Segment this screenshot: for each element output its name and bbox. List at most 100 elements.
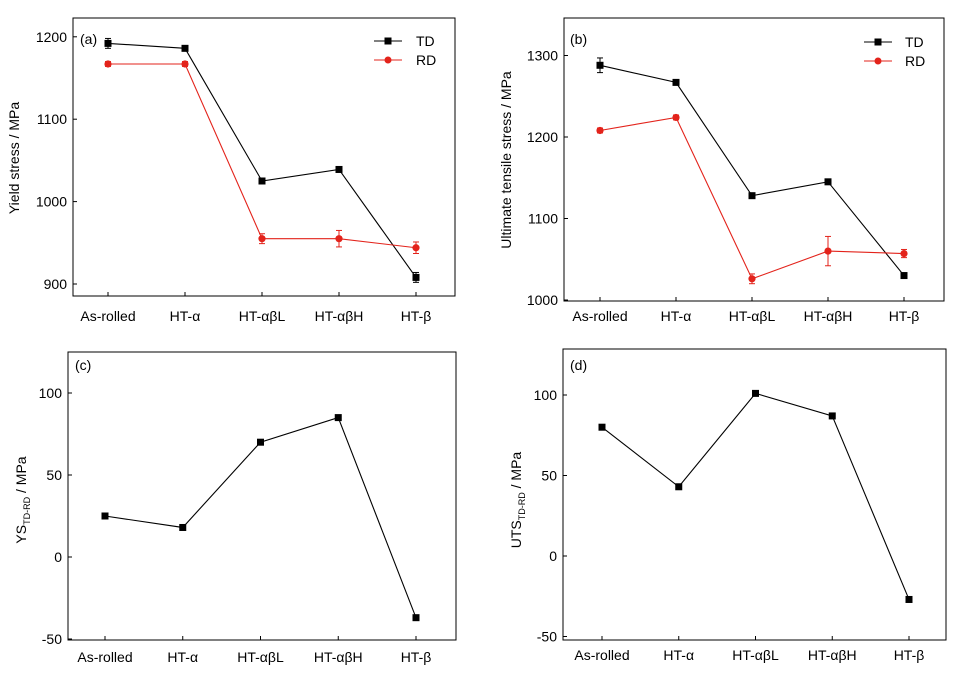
x-tick-label: As-rolled [77, 649, 132, 665]
data-point [598, 423, 606, 431]
data-marks [596, 57, 908, 285]
legend-label-rd: RD [905, 53, 925, 69]
series-line-td [599, 64, 905, 276]
y-tick-label: 50 [541, 468, 557, 484]
x-tick-label: HT-αβL [732, 647, 779, 663]
x-tick-label: HT-β [401, 308, 432, 324]
plot-frame [562, 348, 947, 641]
y-tick-label: 100 [534, 387, 558, 403]
data-point [412, 244, 420, 252]
y-axis-label: YSTD-RD / MPa [13, 456, 32, 543]
series-line-diff [601, 392, 910, 600]
data-marks [101, 414, 420, 622]
y-axis-label-subscript: TD-RD [22, 496, 32, 524]
data-point [335, 235, 343, 243]
x-categories: As-rolled HT-α HT-αβL HT-αβH HT-β [574, 636, 924, 663]
x-tick-label: As-rolled [572, 308, 627, 324]
x-categories: As-rolled HT-α HT-αβL HT-αβH HT-β [572, 297, 919, 324]
x-tick-label: As-rolled [80, 308, 135, 324]
y-tick-label: 1200 [36, 29, 67, 45]
data-point [181, 60, 189, 68]
data-point [334, 414, 342, 422]
panel-a: (a) Yield stress / MPa TD RD 900 1000 1100… [6, 17, 456, 324]
data-point [828, 412, 836, 420]
data-point [596, 126, 604, 135]
plot-frame [72, 17, 456, 297]
data-point [101, 512, 109, 520]
x-categories: As-rolled HT-α HT-αβL HT-αβH HT-β [77, 636, 431, 665]
y-axis-label: UTSTD-RD / MPa [508, 452, 527, 549]
data-point [900, 272, 908, 280]
y-tick-label: 50 [46, 467, 62, 483]
data-point [905, 595, 913, 603]
legend-marker-rd [874, 57, 882, 65]
legend: TD RD [374, 33, 436, 68]
legend-label-rd: RD [416, 52, 436, 68]
series-line-diff [104, 416, 417, 618]
data-point [335, 165, 343, 173]
plot-frame [563, 17, 945, 302]
y-axis-label-subscript: TD-RD [517, 492, 527, 520]
y-tick-label: 0 [549, 548, 557, 564]
panel-label: (d) [570, 357, 587, 373]
y-ticks: 900 1000 1100 1200 [36, 29, 77, 292]
data-point [672, 113, 680, 122]
data-point [672, 78, 680, 86]
data-point [257, 438, 264, 446]
x-tick-label: As-rolled [574, 647, 629, 663]
y-tick-label: -50 [537, 629, 557, 645]
data-point [179, 523, 187, 531]
panel-c: (c) YSTD-RD / MPa -50 0 50 100 As-rolled HT-… [13, 351, 457, 665]
y-tick-label: 1100 [37, 111, 67, 127]
x-categories: As-rolled HT-α HT-αβL HT-αβH HT-β [80, 292, 431, 324]
x-tick-label: HT-α [661, 308, 692, 324]
x-tick-label: HT-αβH [315, 308, 364, 324]
data-point [258, 235, 266, 243]
y-axis-label-unit: / MPa [13, 456, 29, 497]
legend-marker-td [384, 37, 392, 45]
legend: TD RD [864, 34, 925, 69]
y-axis-label: Ultimate tensile stress / MPa [498, 71, 514, 249]
panel-label: (a) [80, 31, 97, 47]
x-tick-label: HT-α [167, 649, 198, 665]
legend-marker-td [874, 38, 882, 46]
x-tick-label: HT-αβL [729, 308, 776, 324]
y-tick-label: 1100 [528, 211, 558, 227]
data-point [104, 60, 112, 68]
y-ticks: -50 0 50 100 [39, 385, 72, 647]
data-marks [104, 37, 420, 283]
x-tick-label: HT-αβH [314, 649, 363, 665]
y-axis-label: Yield stress / MPa [6, 102, 22, 215]
x-tick-label: HT-αβL [237, 649, 284, 665]
data-point [675, 483, 683, 491]
y-tick-label: 900 [44, 276, 68, 292]
panel-label: (c) [75, 357, 91, 373]
data-point [181, 44, 189, 52]
data-point [258, 177, 266, 185]
data-point [412, 614, 420, 622]
x-tick-label: HT-β [889, 308, 920, 324]
data-point [596, 61, 604, 69]
data-point [748, 192, 756, 200]
data-point [104, 39, 112, 47]
x-tick-label: HT-αβL [239, 308, 286, 324]
y-tick-label: -50 [42, 631, 62, 647]
data-point [748, 275, 756, 283]
y-tick-label: 1200 [527, 129, 558, 145]
y-tick-label: 1000 [36, 194, 67, 210]
legend-marker-rd [384, 56, 392, 64]
y-tick-label: 1300 [527, 48, 558, 64]
y-axis-label-main: YS [13, 525, 29, 544]
legend-label-td: TD [416, 33, 435, 49]
x-tick-label: HT-β [401, 649, 432, 665]
y-tick-label: 1000 [527, 292, 558, 308]
data-point [824, 247, 832, 255]
y-tick-label: 0 [54, 549, 62, 565]
x-tick-label: HT-α [170, 308, 201, 324]
y-ticks: -50 0 50 100 [534, 387, 567, 645]
data-point [752, 389, 759, 397]
y-axis-label-unit: / MPa [508, 452, 524, 493]
y-tick-label: 100 [39, 385, 63, 401]
plot-frame [67, 351, 457, 641]
